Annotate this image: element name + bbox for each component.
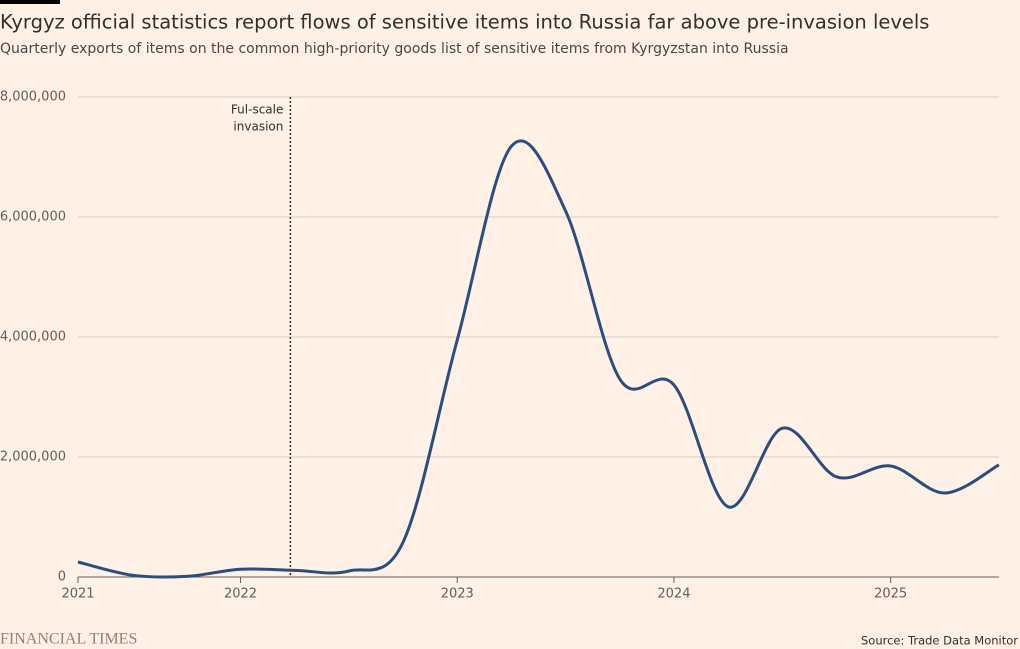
y-tick-label: 2,000,000: [0, 450, 66, 465]
chart-subtitle: Quarterly exports of items on the common…: [0, 41, 789, 57]
y-tick-label: 6,000,000: [0, 210, 66, 225]
brand: FINANCIAL TIMES: [0, 631, 137, 648]
y-tick-label: 8,000,000: [0, 90, 66, 105]
x-tick-label: 2021: [61, 587, 94, 602]
y-tick-label: 0: [58, 570, 66, 585]
line: [77, 139, 1000, 579]
x-tick-label: 2024: [657, 587, 690, 602]
brand-bar: [0, 0, 60, 4]
x-tick-label: 2022: [224, 587, 257, 602]
chart-title: Kyrgyz official statistics report flows …: [0, 11, 929, 34]
source: Source: Trade Data Monitor: [861, 634, 1018, 648]
annotation: Ful-scale: [231, 103, 283, 117]
y-tick-label: 4,000,000: [0, 330, 66, 345]
x-tick-label: 2025: [874, 587, 907, 602]
x-tick-label: 2023: [441, 587, 474, 602]
annotation: invasion: [233, 120, 283, 134]
